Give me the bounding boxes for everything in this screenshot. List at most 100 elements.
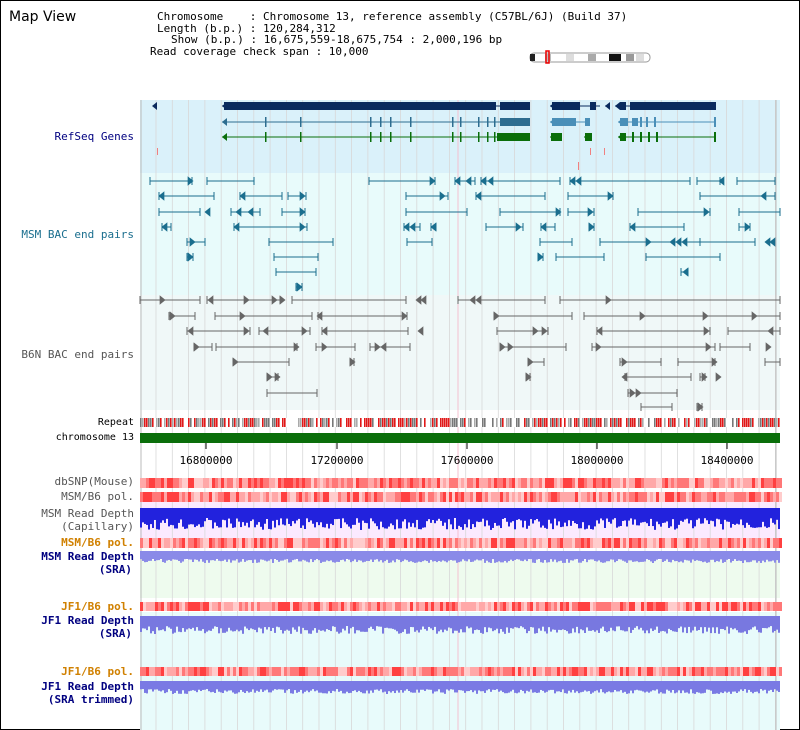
dbsnp-cell bbox=[392, 478, 395, 488]
jf1-sra-depth-bar bbox=[702, 616, 704, 634]
repeat-mark bbox=[420, 418, 422, 427]
jf1-trimmed-depth-bar bbox=[142, 681, 144, 690]
jf1-b6-pol-2-cell bbox=[323, 667, 326, 676]
track-label-jf1-b6-pol-2[interactable]: JF1/B6 pol. bbox=[61, 665, 134, 678]
msm-bac-pair-arrow bbox=[475, 191, 482, 201]
jf1-sra-depth-bar bbox=[730, 616, 732, 628]
jf1-trimmed-depth-bar bbox=[362, 681, 364, 694]
gene-teal-1-exon bbox=[460, 117, 462, 127]
track-label-msm-b6-pol[interactable]: MSM/B6 pol. bbox=[61, 490, 134, 503]
capillary-depth-bar bbox=[656, 508, 658, 522]
repeat-mark bbox=[716, 418, 718, 427]
dbsnp-cell bbox=[308, 478, 311, 488]
repeat-mark bbox=[204, 418, 206, 427]
jf1-b6-pol-2-cell bbox=[608, 667, 611, 676]
msm-sra-depth-bar bbox=[596, 551, 598, 562]
capillary-depth-bar bbox=[530, 508, 532, 520]
jf1-b6-pol-2-cell bbox=[404, 667, 407, 676]
repeat-mark bbox=[462, 418, 464, 427]
track-label-msm-b6-pol-2[interactable]: MSM/B6 pol. bbox=[61, 536, 134, 549]
msm-sra-depth-bar bbox=[730, 551, 732, 563]
jf1-sra-depth-bar bbox=[488, 616, 490, 628]
msm-bac-pair-arrow bbox=[760, 191, 767, 201]
dbsnp-cell bbox=[362, 478, 365, 488]
jf1-b6-pol-cell bbox=[470, 602, 473, 611]
jf1-trimmed-depth-bar bbox=[216, 681, 218, 690]
msm-b6-pol-2-cell bbox=[590, 538, 593, 548]
capillary-depth-bar bbox=[774, 508, 776, 525]
jf1-trimmed-depth-bar bbox=[556, 681, 558, 692]
msm-b6-pol-cell bbox=[158, 492, 161, 502]
b6n-bac-pair-arrow bbox=[417, 326, 424, 336]
dbsnp-cell bbox=[377, 478, 380, 488]
capillary-depth-bar bbox=[514, 508, 516, 530]
msm-b6-pol-2-cell bbox=[566, 538, 569, 548]
msm-bac-pair-arrow bbox=[430, 222, 437, 232]
jf1-sra-depth-bar bbox=[330, 616, 332, 632]
dbsnp-cell bbox=[452, 478, 455, 488]
repeat-mark bbox=[392, 418, 394, 427]
capillary-depth-bar bbox=[216, 508, 218, 526]
jf1-b6-pol-cell bbox=[725, 602, 728, 611]
jf1-trimmed-depth-bar bbox=[594, 681, 596, 692]
capillary-depth-bar bbox=[174, 508, 176, 529]
track-label-jf1-read-depth-sra[interactable]: JF1 Read Depth (SRA) bbox=[30, 614, 134, 640]
track-label-msm-bac[interactable]: MSM BAC end pairs bbox=[21, 228, 134, 241]
repeat-mark bbox=[324, 418, 326, 427]
capillary-depth-bar bbox=[644, 508, 646, 522]
capillary-depth-bar bbox=[546, 508, 548, 529]
capillary-depth-bar bbox=[240, 508, 242, 528]
msm-b6-pol-2-cell bbox=[464, 538, 467, 548]
jf1-sra-depth-bar bbox=[316, 616, 318, 633]
msm-b6-pol-2-cell bbox=[473, 538, 476, 548]
track-label-dbsnp[interactable]: dbSNP(Mouse) bbox=[54, 475, 134, 488]
jf1-b6-pol-2-cell bbox=[704, 667, 707, 676]
jf1-b6-pol-cell bbox=[221, 602, 224, 611]
msm-b6-pol-cell bbox=[188, 492, 191, 502]
track-label-msm-read-depth-capillary[interactable]: MSM Read Depth (Capillary) bbox=[30, 507, 134, 533]
dbsnp-cell bbox=[323, 478, 326, 488]
capillary-depth-bar bbox=[626, 508, 628, 527]
msm-b6-pol-2-cell bbox=[167, 538, 170, 548]
jf1-sra-depth-bar bbox=[362, 616, 364, 632]
track-label-refseq[interactable]: RefSeq Genes bbox=[54, 130, 134, 143]
repeat-mark bbox=[336, 418, 338, 427]
capillary-depth-bar bbox=[720, 508, 722, 525]
msm-bac-pair-arrow bbox=[189, 237, 196, 247]
dbsnp-cell bbox=[212, 478, 215, 488]
msm-sra-depth-bar bbox=[506, 551, 508, 563]
msm-sra-depth-bar bbox=[180, 551, 182, 563]
repeat-mark bbox=[254, 418, 256, 427]
msm-sra-depth-bar bbox=[752, 551, 754, 561]
track-label-jf1-b6-pol[interactable]: JF1/B6 pol. bbox=[61, 600, 134, 613]
capillary-depth-bar bbox=[276, 508, 278, 520]
jf1-sra-depth-bar bbox=[650, 616, 652, 629]
msm-sra-depth-bar bbox=[314, 551, 316, 561]
msm-sra-depth-bar bbox=[206, 551, 208, 561]
jf1-b6-pol-2-cell bbox=[257, 667, 260, 676]
msm-b6-pol-2-cell bbox=[188, 538, 191, 548]
capillary-depth-bar bbox=[576, 508, 578, 525]
jf1-sra-depth-bar bbox=[146, 616, 148, 631]
repeat-mark bbox=[354, 418, 356, 427]
repeat-mark bbox=[216, 418, 218, 427]
msm-b6-pol-2-cell bbox=[668, 538, 671, 548]
repeat-mark bbox=[698, 418, 700, 427]
track-label-jf1-read-depth-trimmed[interactable]: JF1 Read Depth (SRA trimmed) bbox=[30, 680, 134, 706]
jf1-sra-depth-bar bbox=[264, 616, 266, 628]
track-label-msm-read-depth-sra[interactable]: MSM Read Depth (SRA) bbox=[30, 550, 134, 576]
msm-b6-pol-cell bbox=[491, 492, 494, 502]
jf1-trimmed-depth-bar bbox=[540, 681, 542, 690]
msm-b6-pol-2-cell bbox=[692, 538, 695, 548]
jf1-b6-pol-2-cell bbox=[338, 667, 341, 676]
jf1-b6-pol-cell bbox=[509, 602, 512, 611]
jf1-b6-pol-2-cell bbox=[143, 667, 146, 676]
msm-b6-pol-cell bbox=[443, 492, 446, 502]
track-label-b6n-bac[interactable]: B6N BAC end pairs bbox=[21, 348, 134, 361]
msm-sra-depth-bar bbox=[526, 551, 528, 562]
dbsnp-cell bbox=[194, 478, 197, 488]
msm-sra-depth-bar bbox=[376, 551, 378, 560]
repeat-mark bbox=[768, 418, 770, 427]
jf1-b6-pol-2-cell bbox=[473, 667, 476, 676]
